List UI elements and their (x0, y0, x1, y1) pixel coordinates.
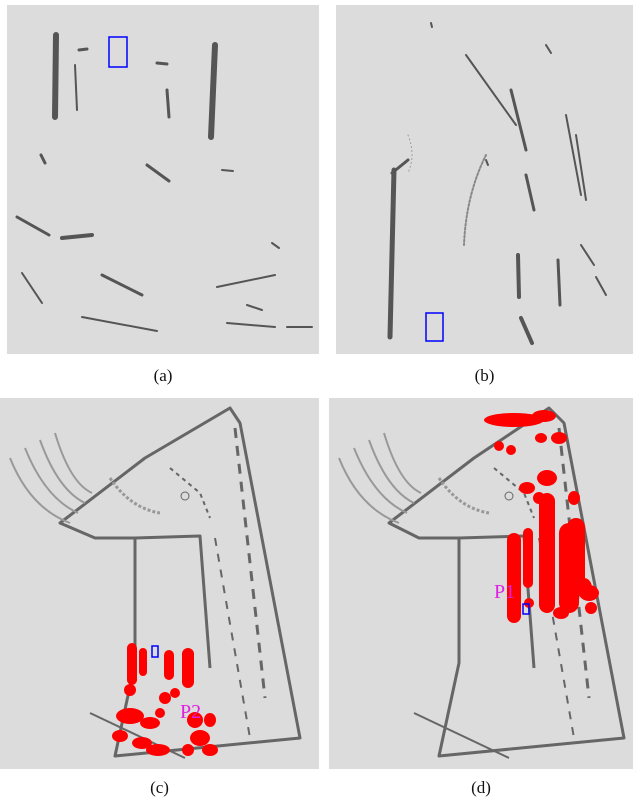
caption-d: (d) (471, 778, 491, 797)
panel-a (7, 5, 319, 354)
query-box-a (108, 36, 128, 68)
query-box-d (522, 603, 530, 615)
point-label-p2: P2 (180, 701, 201, 723)
caption-c: (c) (150, 778, 169, 797)
query-box-b (425, 312, 444, 342)
scan-map-b (387, 22, 607, 345)
scan-map-c: P2 (9, 406, 302, 759)
scan-map-d: P1 (338, 406, 626, 759)
caption-b: (b) (474, 366, 495, 385)
scan-map-a (15, 32, 313, 332)
panel-c: P2 (0, 398, 319, 769)
panel-d: P1 (329, 398, 633, 769)
query-box-c (151, 645, 159, 658)
panel-b (336, 5, 633, 354)
point-label-p1: P1 (494, 581, 515, 603)
caption-a: (a) (153, 366, 173, 385)
